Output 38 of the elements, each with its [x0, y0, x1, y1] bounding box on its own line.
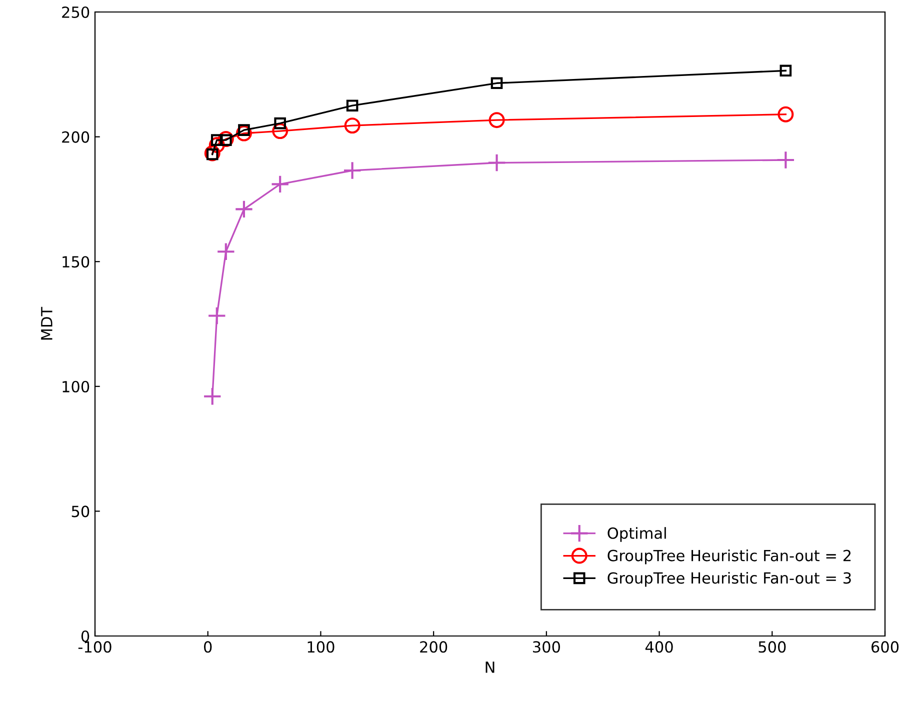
- y-tick-label: 50: [72, 506, 90, 518]
- point: [218, 131, 234, 148]
- point: [487, 153, 506, 172]
- y-axis-title: MDT: [41, 306, 52, 340]
- y-tick-label: 200: [62, 131, 90, 143]
- legend-label: GroupTree Heuristic Fan-out = 2: [608, 550, 851, 564]
- point: [776, 150, 796, 170]
- x-tick-label: 100: [308, 641, 334, 653]
- point: [780, 64, 792, 77]
- y-tick-label: 0: [81, 630, 90, 642]
- point: [208, 306, 226, 326]
- x-axis-title: N: [486, 662, 494, 673]
- point: [202, 387, 222, 406]
- x-tick-label: -100: [78, 641, 112, 653]
- x-tick-label: 200: [420, 641, 448, 653]
- legend-label: GroupTree Heuristic Fan-out = 3: [608, 572, 851, 587]
- point: [236, 125, 252, 142]
- point: [342, 161, 362, 180]
- legend-label: Optimal: [608, 527, 666, 542]
- point: [272, 123, 288, 140]
- x-tick-label: 0: [204, 641, 212, 653]
- point: [488, 112, 505, 128]
- x-tick-label: 400: [645, 641, 673, 653]
- point: [216, 242, 236, 261]
- point: [344, 118, 360, 134]
- point: [490, 77, 503, 90]
- point: [346, 100, 358, 112]
- point: [270, 174, 290, 194]
- point: [204, 145, 220, 162]
- point: [234, 200, 254, 219]
- y-tick-label: 150: [62, 256, 90, 268]
- x-tick-label: 600: [871, 641, 899, 653]
- point: [778, 106, 794, 122]
- point: [274, 117, 286, 130]
- y-tick-label: 250: [62, 6, 90, 18]
- x-tick-label: 500: [758, 641, 786, 653]
- x-tick-label: 300: [533, 641, 560, 653]
- y-tick-label: 100: [62, 380, 90, 392]
